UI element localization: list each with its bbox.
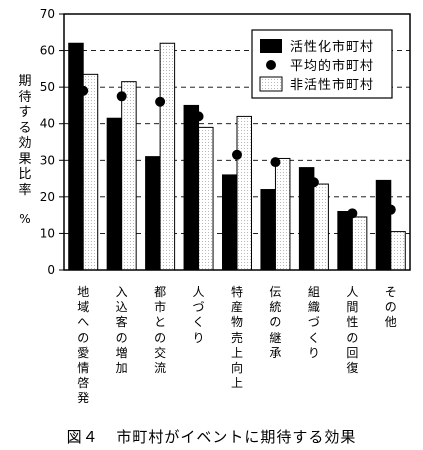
- legend-swatch-active: [260, 39, 282, 53]
- y-axis-label: 期待する効果比率: [18, 74, 32, 198]
- category-label: 地域への愛情啓発: [77, 285, 90, 406]
- figure-caption-text: 市町村がイベントに期待する効果: [116, 428, 357, 446]
- bar-active: [183, 104, 200, 271]
- dot-average: [155, 96, 166, 107]
- bar-inactive: [82, 73, 99, 271]
- bar-active: [68, 42, 84, 271]
- bar-inactive: [351, 216, 368, 271]
- dot-average: [347, 208, 358, 219]
- dot-average: [308, 177, 319, 188]
- bar-inactive: [121, 81, 137, 271]
- dot-average: [270, 157, 281, 168]
- category-label: 伝統の継承: [269, 285, 282, 360]
- bar-inactive: [236, 115, 252, 271]
- dot-average: [78, 85, 89, 96]
- legend-label: 平均的市町村: [290, 58, 374, 74]
- figure-number: 図４: [66, 428, 99, 446]
- category-label: 都市との交流: [154, 285, 167, 376]
- category-label: 組織づくり: [307, 285, 320, 360]
- average-dots: [78, 85, 396, 219]
- bar-inactive: [198, 126, 214, 271]
- bar-active: [145, 156, 161, 271]
- category-label: その他: [384, 285, 397, 330]
- bar-inactive: [274, 157, 291, 271]
- figure-caption: 図４ 市町村がイベントに期待する効果: [0, 426, 423, 447]
- dot-average: [385, 204, 396, 215]
- bar-active: [260, 189, 276, 271]
- y-axis-ticks: 0 10 20 30 40 50 60 70: [40, 7, 64, 277]
- bar-active: [337, 210, 353, 271]
- bars: [68, 42, 406, 271]
- y-tick-label: 20: [40, 190, 55, 204]
- y-tick-label: 60: [40, 44, 55, 58]
- bar-active: [375, 179, 392, 271]
- category-label: 人間性の回復: [346, 285, 359, 376]
- category-label: 特産物売上向上: [230, 285, 243, 391]
- legend-label: 非活性市町村: [290, 77, 374, 93]
- y-axis-title: 期待する効果比率 %: [16, 74, 34, 228]
- bar-active: [106, 117, 123, 271]
- y-axis-unit: %: [19, 212, 31, 226]
- y-tick-label: 10: [40, 226, 55, 240]
- bar-inactive: [313, 183, 329, 271]
- category-label: 人づくり: [192, 285, 205, 345]
- legend-swatch-average: [266, 60, 276, 70]
- y-tick-label: 30: [40, 153, 55, 167]
- y-tick-label: 40: [40, 117, 55, 131]
- dot-average: [232, 149, 242, 160]
- dot-average: [193, 111, 204, 122]
- bar-active: [222, 174, 238, 271]
- plot-area-frame: [63, 13, 411, 271]
- y-tick-label: 70: [40, 7, 55, 21]
- y-tick-label: 0: [47, 263, 55, 277]
- legend-label: 活性化市町村: [290, 39, 374, 55]
- category-label: 入込客の増加: [115, 285, 128, 376]
- legend-swatch-inactive: [259, 76, 283, 92]
- y-tick-label: 50: [40, 80, 55, 94]
- dot-average: [116, 91, 127, 102]
- bar-inactive: [390, 231, 406, 271]
- bar-inactive: [159, 42, 176, 271]
